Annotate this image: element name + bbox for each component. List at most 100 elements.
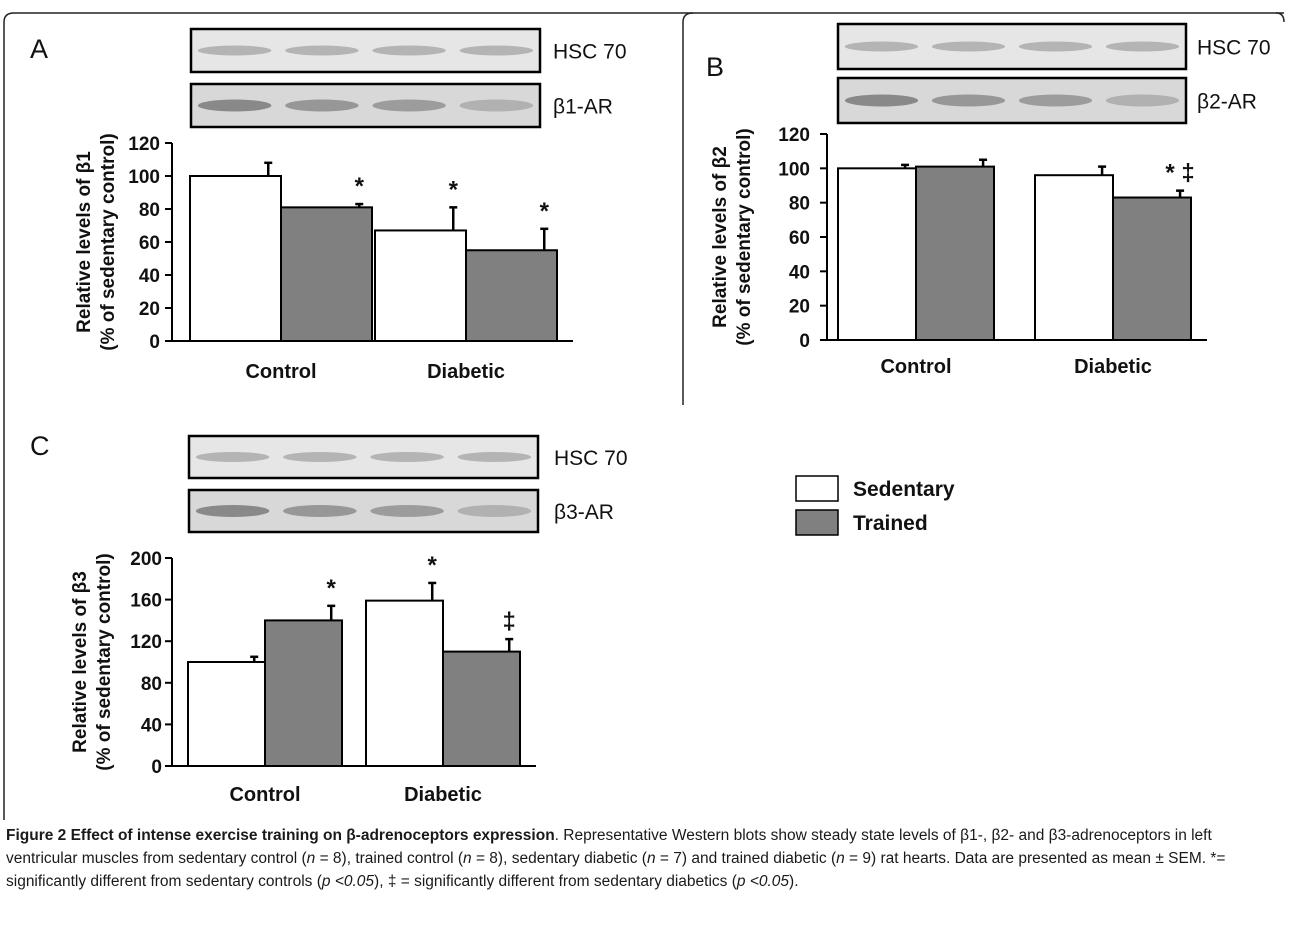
- blot-band: [197, 99, 272, 112]
- blot-label: β1-AR: [553, 96, 613, 119]
- caption-text-4: = 9) rat hearts. Data are presented as m…: [6, 850, 1226, 890]
- blot-strip-frame: [189, 27, 542, 74]
- western-blot-receptor: β2-AR: [836, 76, 1257, 125]
- chart-panel-b: B HSC 70 β2-AR 0 20 40 60 80 100 120 Relative leve…: [706, 22, 1271, 378]
- frame-right-corner: [1275, 12, 1285, 23]
- legend-label-sedentary: Sedentary: [853, 478, 955, 501]
- blot-band: [844, 94, 919, 107]
- western-blot-receptor: β3-AR: [187, 488, 614, 534]
- western-blot-receptor: β1-AR: [189, 82, 613, 129]
- significance-marker: *: [327, 575, 337, 602]
- bar-trained-diabetic: [465, 249, 558, 342]
- blot-label: β3-AR: [554, 501, 614, 524]
- bar-sedentary-diabetic: [374, 229, 467, 342]
- blot-band: [285, 99, 359, 112]
- legend: Sedentary Trained: [795, 475, 955, 536]
- blot-strip-frame: [187, 434, 540, 480]
- legend-swatch-sedentary: [795, 475, 839, 502]
- bar-trained-control: [915, 165, 995, 341]
- caption-n-1: n: [306, 850, 316, 867]
- blot-band: [372, 45, 446, 56]
- y-tick-label: 0: [799, 331, 810, 352]
- bar-trained-diabetic: [1112, 196, 1192, 341]
- caption-text-1: = 8), trained control (: [315, 850, 464, 867]
- panel-divider-corner: [682, 12, 694, 23]
- blot-band: [195, 505, 270, 517]
- western-blot-hsc70: HSC 70: [836, 22, 1271, 71]
- significance-marker: ‡: [503, 608, 516, 635]
- bar-sedentary-diabetic: [365, 599, 444, 768]
- bar-sedentary-control: [189, 175, 282, 342]
- caption-title: Figure 2 Effect of intense exercise trai…: [6, 827, 555, 844]
- significance-marker: *: [540, 198, 550, 225]
- y-axis-label: (% of sedentary control): [94, 553, 115, 770]
- caption-text-2: = 8), sedentary diabetic (: [471, 850, 647, 867]
- x-category-label: Control: [880, 356, 951, 378]
- blot-label: HSC 70: [554, 447, 628, 470]
- bar-sedentary-control: [187, 661, 266, 767]
- y-tick-label: 100: [128, 167, 160, 188]
- y-tick-label: 20: [789, 297, 810, 318]
- y-axis-label: Relative levels of β3: [70, 571, 91, 753]
- blot-band: [931, 41, 1006, 52]
- blot-label: β2-AR: [1197, 91, 1257, 114]
- blot-band: [1018, 41, 1093, 52]
- blot-band: [457, 452, 532, 462]
- blot-band: [283, 452, 357, 462]
- x-category-label: Diabetic: [427, 361, 505, 383]
- blot-label: HSC 70: [1197, 37, 1271, 60]
- blot-band: [1018, 94, 1093, 107]
- x-category-label: Diabetic: [1074, 356, 1152, 378]
- y-tick-label: 100: [778, 159, 810, 180]
- x-category-label: Control: [245, 361, 316, 383]
- bar-trained-control: [280, 206, 373, 342]
- y-tick-label: 40: [141, 715, 162, 736]
- y-axis-label: (% of sedentary control): [98, 133, 119, 350]
- y-tick-label: 40: [789, 262, 810, 283]
- caption-n-3: n: [646, 850, 656, 867]
- x-category-label: Diabetic: [404, 784, 482, 806]
- bar-trained-diabetic: [442, 650, 521, 767]
- y-tick-label: 80: [141, 674, 162, 695]
- caption-n-4: n: [836, 850, 845, 867]
- blot-band: [283, 505, 357, 517]
- y-tick-label: 120: [130, 632, 162, 653]
- frame-corner: [3, 12, 15, 23]
- y-tick-label: 0: [149, 332, 160, 353]
- chart-panel-a: A HSC 70 β1-AR 0 20 40 60 80 100 120 Relative leve…: [30, 27, 627, 383]
- bar-trained-control: [264, 619, 343, 768]
- y-tick-label: 160: [130, 591, 162, 612]
- y-tick-label: 60: [139, 233, 160, 254]
- figure-panels: A HSC 70 β1-AR 0 20 40 60 80 100 120 Relative leve…: [3, 12, 1285, 820]
- caption-p-2: p <0.05: [736, 873, 790, 890]
- y-tick-label: 80: [139, 200, 160, 221]
- bar-sedentary-control: [837, 167, 917, 341]
- y-axis-label: Relative levels of β1: [74, 151, 95, 333]
- y-tick-label: 40: [139, 266, 160, 287]
- caption-body: . Representative Western blots show stea…: [6, 827, 1212, 867]
- caption-text-3: = 7) and trained diabetic (: [655, 850, 837, 867]
- blot-band: [1105, 41, 1180, 52]
- blot-band: [370, 452, 444, 462]
- legend-label-trained: Trained: [853, 512, 928, 535]
- chart-panel-c: C HSC 70 β3-AR 0 40 80 120 160 200 Relative level…: [30, 431, 628, 806]
- y-tick-label: 80: [789, 194, 810, 215]
- blot-band: [197, 45, 272, 56]
- figure-caption: Figure 2 Effect of intense exercise trai…: [6, 824, 1284, 893]
- blot-band: [844, 41, 919, 52]
- y-tick-label: 120: [778, 125, 810, 146]
- caption-p-1: p <0.05: [321, 873, 375, 890]
- significance-marker: *: [428, 552, 438, 579]
- y-tick-label: 200: [130, 549, 162, 570]
- bar-sedentary-diabetic: [1034, 174, 1114, 341]
- y-axis-label: (% of sedentary control): [734, 128, 755, 345]
- blot-band: [372, 99, 446, 112]
- blot-band: [931, 94, 1006, 107]
- western-blot-hsc70: HSC 70: [187, 434, 628, 480]
- western-blot-hsc70: HSC 70: [189, 27, 627, 74]
- y-axis-label: Relative levels of β2: [710, 146, 731, 328]
- blot-band: [459, 99, 534, 112]
- panel-letter: A: [30, 34, 48, 64]
- caption-text-6: ).: [789, 873, 799, 890]
